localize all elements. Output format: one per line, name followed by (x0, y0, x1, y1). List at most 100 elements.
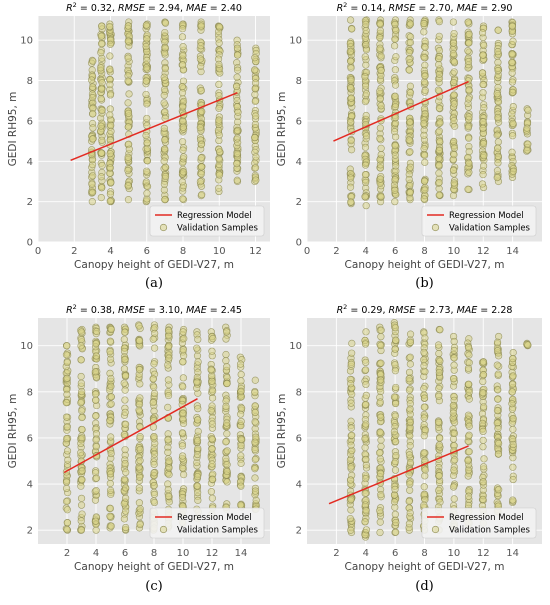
validation-sample-point (91, 368, 100, 376)
validation-sample-point (164, 403, 172, 411)
validation-sample-point (63, 390, 71, 399)
validation-sample-point (450, 91, 458, 99)
x-tick-label: 0 (304, 246, 310, 257)
validation-sample-point (493, 90, 501, 98)
validation-sample-point (77, 328, 86, 336)
validation-sample-point (376, 87, 384, 95)
validation-sample-point (434, 86, 443, 94)
validation-sample-point (361, 82, 370, 90)
validation-sample-point (346, 39, 354, 48)
validation-sample-point (237, 435, 246, 443)
panel-label: (c) (145, 579, 162, 594)
validation-sample-point (106, 111, 114, 119)
validation-sample-point (377, 333, 385, 341)
validation-sample-point (508, 50, 516, 58)
x-tick-label: 14 (506, 246, 519, 257)
y-tick-label: 8 (296, 387, 302, 398)
validation-sample-point (479, 463, 488, 471)
y-tick-label: 6 (296, 116, 302, 127)
validation-sample-point (391, 457, 399, 466)
x-tick-label: 4 (93, 548, 99, 559)
validation-sample-point (62, 351, 71, 359)
validation-sample-point (390, 427, 399, 436)
validation-sample-point (405, 497, 413, 505)
validation-sample-point (435, 61, 443, 69)
validation-sample-point (449, 483, 458, 491)
validation-sample-point (361, 340, 370, 348)
validation-sample-point (508, 388, 516, 396)
validation-sample-point (361, 489, 369, 497)
validation-sample-point (161, 19, 170, 27)
validation-sample-point (347, 84, 355, 92)
validation-sample-point (494, 67, 502, 75)
validation-sample-point (252, 112, 260, 120)
validation-sample-point (347, 16, 355, 24)
y-tick-label: 0 (296, 238, 302, 249)
validation-sample-point (136, 433, 144, 441)
validation-sample-point (494, 113, 502, 122)
validation-sample-point (435, 127, 443, 135)
validation-sample-point (479, 162, 488, 170)
validation-sample-point (180, 153, 188, 161)
validation-sample-point (179, 409, 187, 417)
validation-sample-point (63, 506, 71, 514)
validation-sample-point (107, 121, 115, 129)
validation-sample-point (509, 37, 517, 45)
validation-sample-point (120, 515, 128, 523)
validation-sample-point (77, 356, 85, 364)
validation-sample-point (405, 66, 413, 74)
validation-sample-point (464, 492, 473, 500)
validation-sample-point (435, 384, 443, 393)
validation-sample-point (406, 360, 414, 368)
validation-sample-point (405, 55, 413, 63)
validation-sample-point (494, 450, 503, 458)
validation-sample-point (494, 159, 502, 167)
validation-sample-point (178, 493, 187, 502)
validation-sample-point (362, 41, 370, 49)
validation-sample-point (143, 167, 151, 175)
validation-sample-point (63, 374, 71, 382)
validation-sample-point (509, 496, 517, 504)
validation-sample-point (508, 88, 517, 96)
validation-sample-point (197, 62, 205, 70)
validation-sample-point (361, 161, 370, 169)
validation-sample-point (179, 52, 187, 60)
validation-sample-point (450, 29, 458, 38)
validation-sample-point (136, 445, 144, 454)
x-axis-label: Canopy height of GEDI-V27, m (74, 561, 234, 573)
validation-sample-point (194, 416, 202, 424)
validation-sample-point (207, 407, 215, 415)
validation-sample-point (106, 486, 115, 494)
validation-sample-point (251, 487, 260, 495)
validation-sample-point (107, 449, 115, 458)
validation-sample-point (376, 428, 384, 437)
validation-sample-point (509, 475, 517, 484)
x-tick-label: 2 (64, 548, 70, 559)
x-tick-label: 6 (392, 548, 398, 559)
validation-sample-point (348, 25, 356, 33)
legend: Regression Model Validation Samples (149, 205, 265, 237)
validation-sample-point (178, 83, 186, 91)
validation-sample-point (160, 85, 169, 94)
validation-sample-point (346, 514, 354, 523)
validation-sample-point (179, 346, 187, 354)
validation-sample-point (77, 501, 86, 509)
validation-sample-point (106, 197, 114, 205)
y-tick-label: 4 (27, 480, 33, 491)
legend-label-regression: Regression Model (177, 513, 252, 523)
validation-sample-point (151, 329, 159, 338)
validation-sample-point (421, 86, 429, 94)
validation-sample-point (198, 191, 206, 199)
validation-sample-point (362, 455, 370, 464)
validation-sample-point (251, 474, 259, 482)
validation-sample-point (465, 395, 473, 403)
validation-sample-point (494, 347, 502, 355)
validation-sample-point (92, 474, 101, 482)
validation-sample-point (143, 35, 151, 43)
validation-sample-point (98, 106, 106, 115)
y-tick-label: 6 (296, 433, 302, 444)
x-tick-label: 10 (177, 548, 190, 559)
validation-sample-point (135, 484, 143, 492)
validation-sample-point (508, 78, 516, 86)
validation-sample-point (89, 172, 97, 180)
